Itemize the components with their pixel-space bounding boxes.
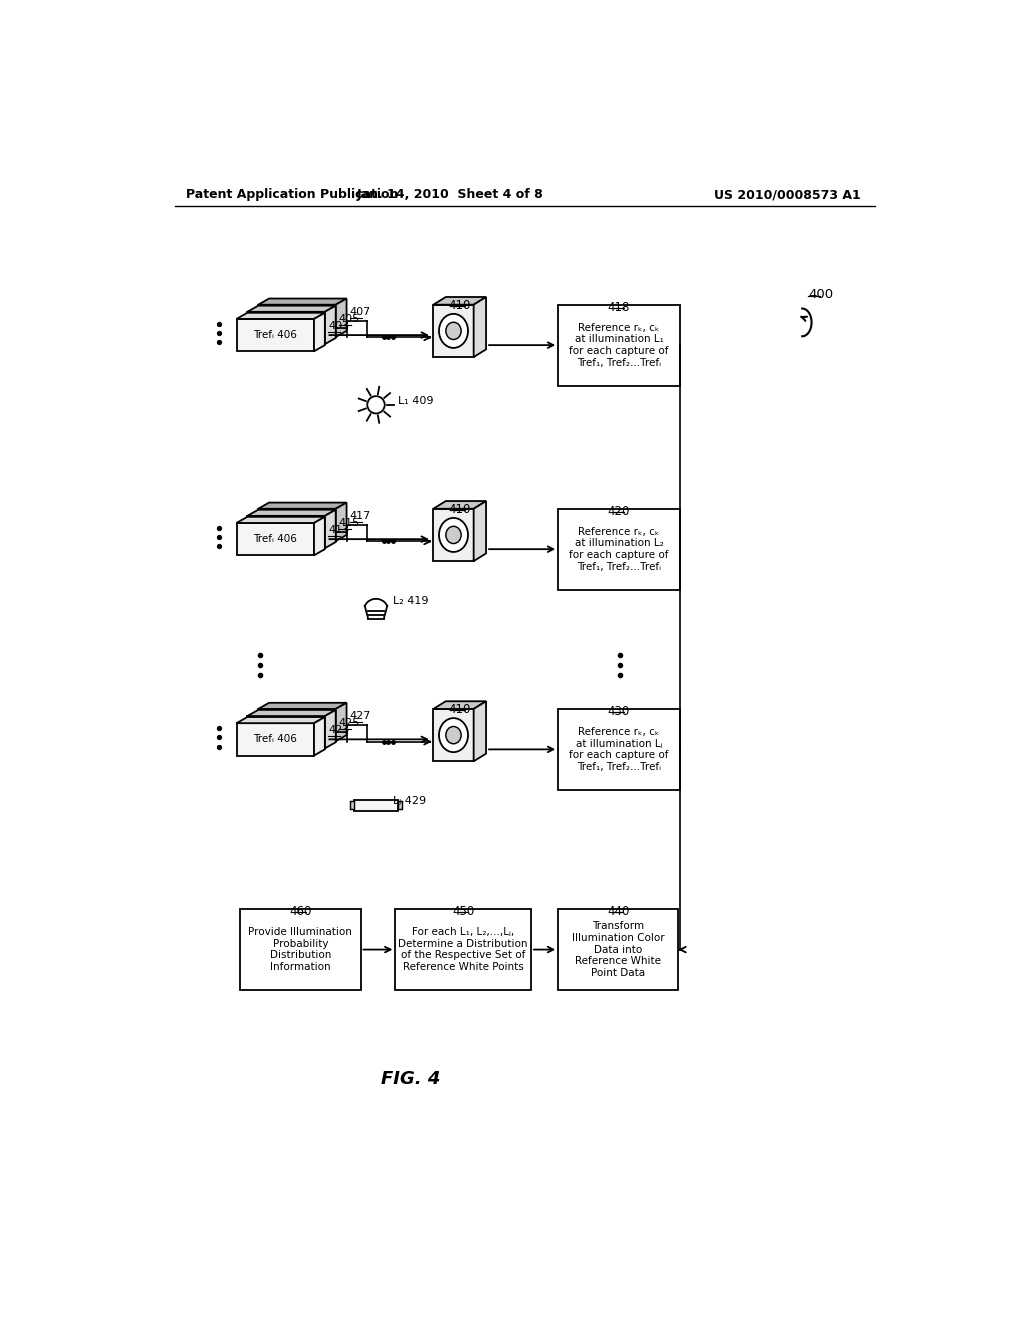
Text: 425: 425 [339,718,360,729]
Text: 417: 417 [349,511,371,521]
Text: For each L₁, L₂,...,Lⱼ,
Determine a Distribution
of the Respective Set of
Refere: For each L₁, L₂,...,Lⱼ, Determine a Dist… [398,927,528,972]
Polygon shape [433,297,486,305]
Polygon shape [474,502,486,561]
Text: US 2010/0008573 A1: US 2010/0008573 A1 [714,187,860,201]
Text: 427: 427 [349,711,371,721]
Polygon shape [248,516,325,548]
Text: 407: 407 [349,308,371,317]
Text: Tref₂ 404: Tref₂ 404 [263,527,309,537]
Text: 423: 423 [328,726,349,735]
Polygon shape [336,503,346,541]
Bar [395,909,531,990]
Ellipse shape [439,718,468,752]
Polygon shape [248,510,336,516]
Text: Trefᵢ 406: Trefᵢ 406 [253,535,297,544]
Text: Reference rₖ, cₖ
at illumination L₂
for each capture of
Tref₁, Tref₂...Trefᵢ: Reference rₖ, cₖ at illumination L₂ for … [569,527,669,572]
Polygon shape [474,297,486,358]
Polygon shape [248,312,325,345]
Ellipse shape [445,322,461,339]
Text: 410: 410 [449,702,471,715]
Polygon shape [258,305,336,337]
Bar [558,709,680,789]
Text: Reference rₖ, cₖ
at illumination L₁
for each capture of
Tref₁, Tref₂...Trefᵢ: Reference rₖ, cₖ at illumination L₁ for … [569,322,669,367]
Polygon shape [433,701,486,709]
Text: Tref₁ 402: Tref₁ 402 [273,315,321,326]
Polygon shape [336,298,346,337]
Text: 410: 410 [449,503,471,516]
Text: 400: 400 [809,288,834,301]
Text: 418: 418 [608,301,630,314]
Polygon shape [237,517,325,523]
Text: Trefᵢ 406: Trefᵢ 406 [253,330,297,341]
Polygon shape [248,306,336,312]
Text: Tref₂ 404: Tref₂ 404 [263,323,309,333]
Text: Tref₂ 404: Tref₂ 404 [263,727,309,738]
Polygon shape [433,502,486,508]
Polygon shape [237,717,325,723]
Polygon shape [433,508,474,561]
Text: 430: 430 [608,705,630,718]
Polygon shape [237,319,314,351]
Text: Transform
Illumination Color
Data into
Reference White
Point Data: Transform Illumination Color Data into R… [571,921,665,978]
Polygon shape [258,508,336,541]
Text: Trefᵢ 406: Trefᵢ 406 [253,734,297,744]
Text: Lⱼ 429: Lⱼ 429 [393,796,426,807]
Polygon shape [248,710,336,715]
Bar [398,801,402,809]
Polygon shape [433,709,474,762]
Polygon shape [336,702,346,742]
Polygon shape [325,306,336,345]
Bar [558,909,678,990]
Polygon shape [258,702,346,709]
Polygon shape [433,305,474,358]
Ellipse shape [439,517,468,552]
Ellipse shape [445,527,461,544]
Text: 420: 420 [608,506,630,517]
Polygon shape [258,503,346,508]
Text: FIG. 4: FIG. 4 [381,1069,440,1088]
Text: Patent Application Publication: Patent Application Publication [186,187,398,201]
Text: 413: 413 [328,525,349,536]
Bar [349,801,353,809]
Polygon shape [314,717,325,755]
Polygon shape [474,701,486,762]
Polygon shape [258,709,336,742]
Polygon shape [237,313,325,319]
Text: L₂ 419: L₂ 419 [393,597,429,606]
Bar [241,909,360,990]
Text: 440: 440 [607,906,630,919]
Polygon shape [258,298,346,305]
Text: 410: 410 [449,298,471,312]
Text: Reference rₖ, cₖ
at illumination Lⱼ
for each capture of
Tref₁, Tref₂...Trefᵢ: Reference rₖ, cₖ at illumination Lⱼ for … [569,727,669,772]
Polygon shape [237,523,314,556]
Text: 415: 415 [339,519,359,528]
Polygon shape [325,510,336,548]
Text: 460: 460 [289,906,311,919]
Text: Jan. 14, 2010  Sheet 4 of 8: Jan. 14, 2010 Sheet 4 of 8 [356,187,543,201]
Text: Tref₁ 402: Tref₁ 402 [273,721,321,730]
Text: 403: 403 [328,321,349,331]
Polygon shape [237,723,314,755]
Polygon shape [314,313,325,351]
Polygon shape [248,715,325,748]
Text: Provide Illumination
Probability
Distribution
Information: Provide Illumination Probability Distrib… [249,927,352,972]
Text: L₁ 409: L₁ 409 [397,396,433,407]
Ellipse shape [445,726,461,743]
Text: 450: 450 [452,906,474,919]
Ellipse shape [439,314,468,348]
Bar [353,800,398,810]
Polygon shape [314,517,325,556]
Text: 405: 405 [339,314,359,325]
Bar [558,305,680,385]
Text: Tref₁ 402: Tref₁ 402 [273,520,321,529]
Bar [558,508,680,590]
Polygon shape [325,710,336,748]
